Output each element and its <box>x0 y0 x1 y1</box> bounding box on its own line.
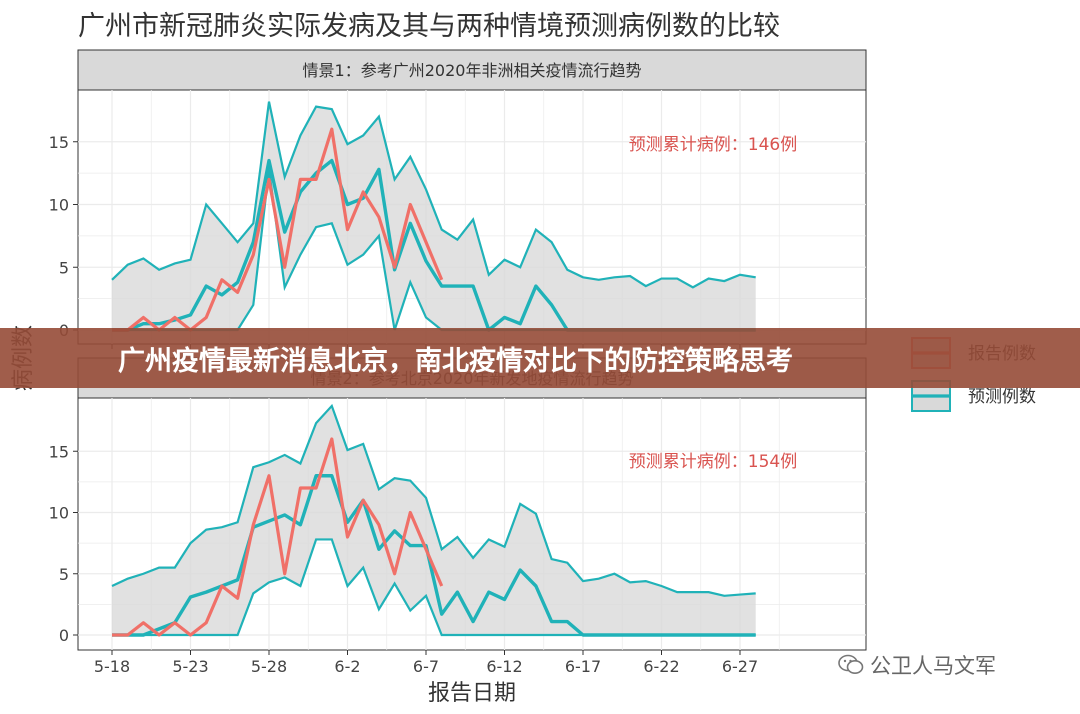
x-tick-label: 5-28 <box>251 657 287 676</box>
x-tick-label: 6-17 <box>565 657 601 676</box>
panel-2: 情景2：参考北京2020年新发地疫情流行趋势051015预测累计病例：154例5… <box>49 357 867 676</box>
cumulative-annotation: 预测累计病例：146例 <box>629 135 797 155</box>
x-tick-label: 5-18 <box>94 657 130 676</box>
band-upper-line <box>111 101 756 289</box>
watermark-text: 公卫人马文军 <box>870 654 996 678</box>
panel-strip <box>77 49 867 91</box>
panel-strip-label: 情景1：参考广州2020年非洲相关疫情流行趋势 <box>303 61 642 80</box>
y-tick-label: 5 <box>59 565 69 584</box>
band-upper-line <box>111 403 756 597</box>
y-tick-label: 15 <box>49 442 69 461</box>
series-predicted-line <box>112 474 756 637</box>
wechat-icon <box>838 654 864 674</box>
panel-1: 情景1：参考广州2020年非洲相关疫情流行趋势051015预测累计病例：146例 <box>49 49 867 349</box>
x-tick-label: 5-23 <box>172 657 208 676</box>
x-tick-label: 6-27 <box>722 657 758 676</box>
y-tick-label: 10 <box>49 196 69 215</box>
y-tick-label: 5 <box>59 258 69 277</box>
series-reported-line <box>112 437 444 637</box>
x-tick-label: 6-7 <box>413 657 439 676</box>
y-tick-label: 0 <box>59 626 69 645</box>
watermark: 公卫人马文军 <box>838 650 996 680</box>
legend-label: 预测例数 <box>968 387 1036 407</box>
y-tick-label: 10 <box>49 504 69 523</box>
cumulative-annotation: 预测累计病例：154例 <box>629 452 797 472</box>
chart-title: 广州市新冠肺炎实际发病及其与两种情境预测病例数的比较 <box>78 11 780 42</box>
prediction-band <box>112 405 756 635</box>
banner-headline: 广州疫情最新消息北京，南北疫情对比下的防控策略思考 <box>118 345 793 377</box>
news-banner: 广州疫情最新消息北京，南北疫情对比下的防控策略思考 <box>0 328 1080 388</box>
x-tick-label: 6-12 <box>486 657 522 676</box>
x-tick-label: 6-22 <box>643 657 679 676</box>
y-tick-label: 15 <box>49 133 69 152</box>
prediction-band <box>112 101 756 330</box>
series-reported-line <box>112 127 444 332</box>
x-axis-title: 报告日期 <box>428 681 516 706</box>
x-tick-label: 6-2 <box>334 657 360 676</box>
